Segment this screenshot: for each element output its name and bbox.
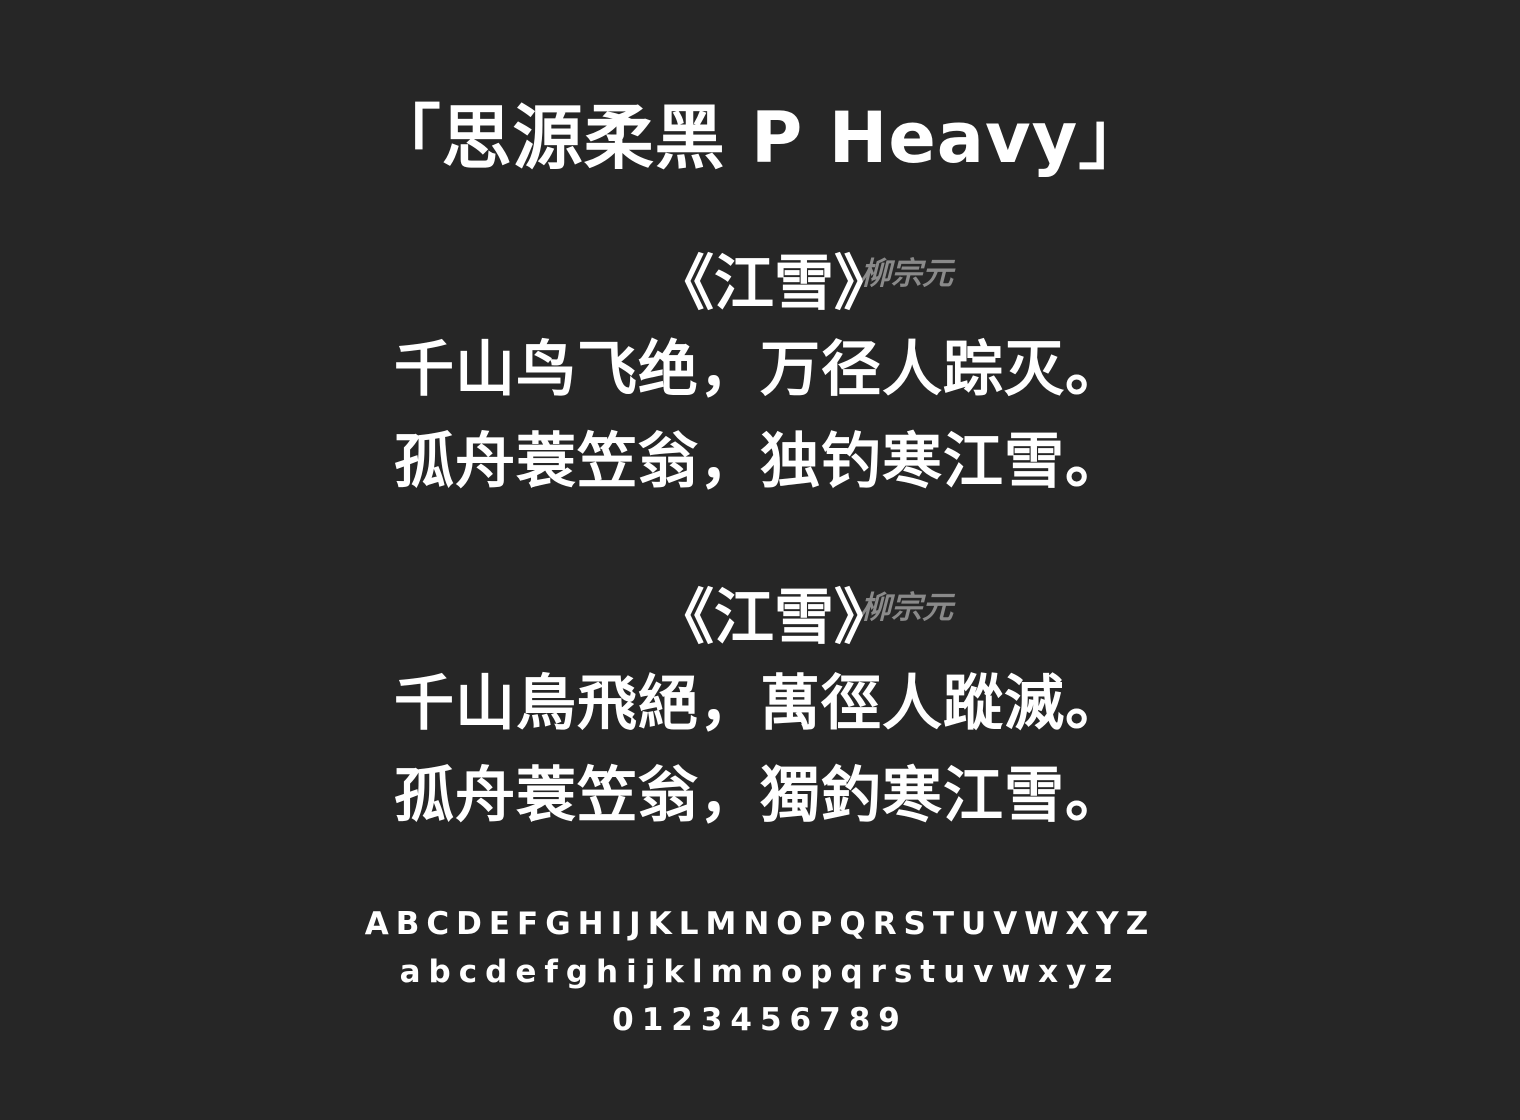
poem-header: 《江雪》 柳宗元 bbox=[0, 578, 1520, 658]
poem-line: 孤舟蓑笠翁，獨釣寒江雪。 bbox=[394, 761, 1126, 831]
poem-simplified: 《江雪》 柳宗元 千山鸟飞绝，万径人踪灭。 孤舟蓑笠翁，独钓寒江雪。 bbox=[0, 244, 1520, 508]
digits-row: 0123456789 bbox=[612, 1002, 908, 1038]
poem-author: 柳宗元 bbox=[860, 590, 953, 626]
lowercase-row: abcdefghijklmnopqrstuvwxyz bbox=[399, 954, 1121, 990]
specimen-title: 「思源柔黑 P Heavy」 bbox=[370, 97, 1150, 179]
poem-title: 《江雪》 bbox=[654, 583, 894, 653]
poem-author: 柳宗元 bbox=[860, 256, 953, 292]
poem-traditional: 《江雪》 柳宗元 千山鳥飛絕，萬徑人蹤滅。 孤舟蓑笠翁，獨釣寒江雪。 bbox=[0, 578, 1520, 842]
uppercase-row: ABCDEFGHIJKLMNOPQRSTUVWXYZ bbox=[364, 906, 1156, 942]
glyph-sample: ABCDEFGHIJKLMNOPQRSTUVWXYZ abcdefghijklm… bbox=[0, 900, 1520, 1044]
poem-line: 千山鳥飛絕，萬徑人蹤滅。 bbox=[394, 669, 1126, 739]
poem-line: 孤舟蓑笠翁，独钓寒江雪。 bbox=[394, 427, 1126, 497]
poem-line: 千山鸟飞绝，万径人踪灭。 bbox=[394, 335, 1126, 405]
poem-header: 《江雪》 柳宗元 bbox=[0, 244, 1520, 324]
poem-title: 《江雪》 bbox=[654, 249, 894, 319]
